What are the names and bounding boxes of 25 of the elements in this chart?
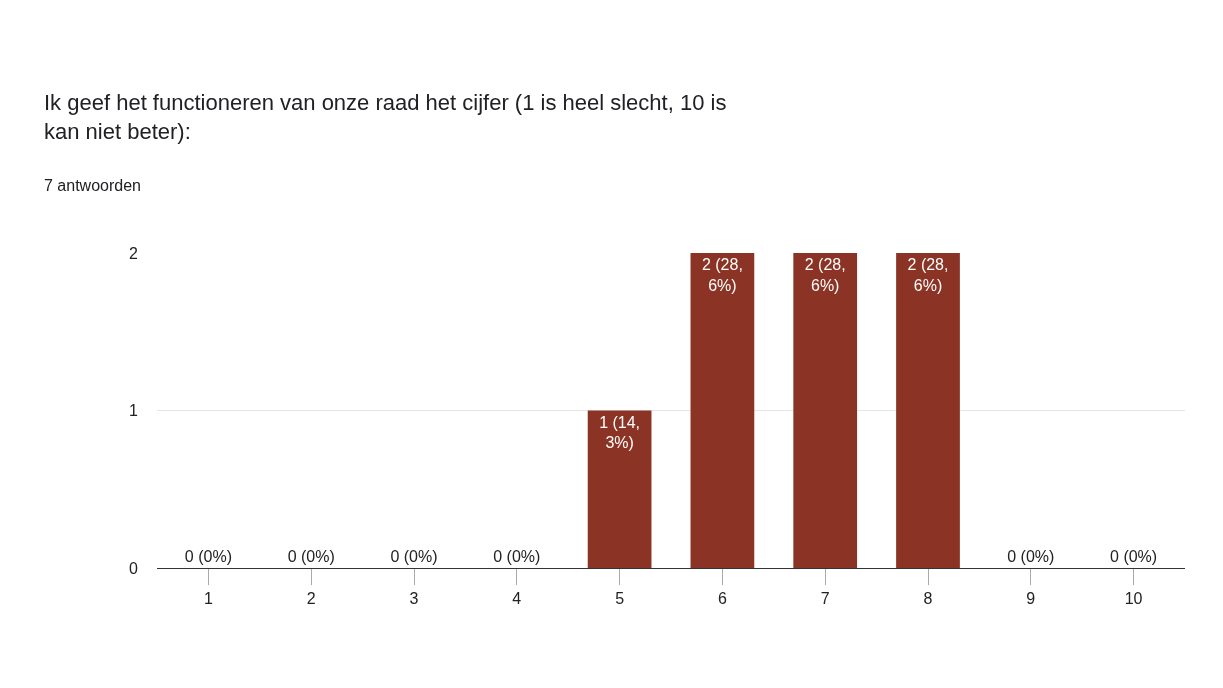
data-label: 0 (0%) — [493, 548, 541, 565]
x-tick-label: 4 — [512, 590, 522, 608]
x-tick-label: 5 — [615, 590, 625, 608]
data-label: 1 (14,3%) — [599, 413, 641, 452]
chart-subtitle: 7 antwoorden — [44, 177, 141, 194]
data-label: 0 (0%) — [287, 548, 335, 565]
x-tick-label: 10 — [1124, 590, 1143, 608]
x-tick-label: 9 — [1026, 590, 1036, 608]
y-tick-label: 2 — [129, 244, 139, 262]
y-tick-label: 0 — [129, 559, 139, 577]
y-tick-label: 1 — [129, 402, 139, 420]
x-tick-label: 3 — [409, 590, 419, 608]
data-label: 0 (0%) — [184, 548, 232, 565]
data-label: 2 (28,6%) — [907, 256, 949, 294]
x-tick-label: 8 — [923, 590, 933, 608]
data-label: 2 (28,6%) — [701, 256, 743, 294]
data-label: 0 (0%) — [390, 548, 438, 565]
data-label: 2 (28,6%) — [804, 256, 846, 294]
x-tick-label: 1 — [203, 590, 213, 608]
x-tick-label: 6 — [717, 590, 727, 608]
data-label: 0 (0%) — [1110, 548, 1158, 565]
x-tick-label: 7 — [820, 590, 830, 608]
x-tick-label: 2 — [306, 590, 316, 608]
chart-title: Ik geef het functioneren van onze raad het cijfer (1 is heel slecht, 10 is kan niet beter): — [44, 90, 727, 144]
data-label: 0 (0%) — [1007, 548, 1055, 565]
